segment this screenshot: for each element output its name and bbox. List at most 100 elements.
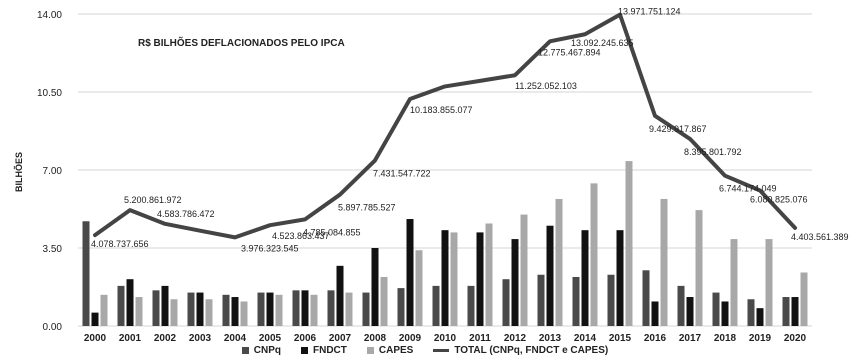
x-tick-label: 2018 bbox=[714, 333, 737, 344]
bar-fndct-2003 bbox=[196, 292, 204, 326]
bar-fndct-2014 bbox=[581, 230, 589, 326]
bar-fndct-2013 bbox=[546, 225, 554, 326]
bar-capes-2012 bbox=[520, 214, 528, 326]
bar-fndct-2006 bbox=[301, 290, 309, 326]
bar-capes-2008 bbox=[380, 276, 388, 326]
bar-fndct-2012 bbox=[511, 239, 519, 326]
bar-cnpq-2006 bbox=[292, 290, 300, 326]
bar-capes-2001 bbox=[135, 297, 143, 326]
bar-capes-2004 bbox=[240, 301, 248, 326]
x-tick-label: 2000 bbox=[84, 333, 107, 344]
x-tick-label: 2006 bbox=[294, 333, 317, 344]
x-tick-label: 2010 bbox=[434, 333, 457, 344]
total-data-label: 6.080.825.076 bbox=[750, 194, 808, 204]
bar-cnpq-2005 bbox=[257, 292, 265, 326]
x-tick-label: 2001 bbox=[119, 333, 142, 344]
total-data-label: 4.403.561.389 bbox=[791, 232, 849, 242]
x-tick-label: 2008 bbox=[364, 333, 387, 344]
legend-item-total: TOTAL (CNPq, FNDCT e CAPES) bbox=[433, 345, 608, 356]
y-tick-label: 0.00 bbox=[43, 322, 63, 333]
total-data-label: 8.395.801.792 bbox=[684, 147, 742, 157]
bar-cnpq-2003 bbox=[187, 292, 195, 326]
legend-swatch-capes bbox=[366, 347, 374, 354]
legend-swatch-fndct bbox=[300, 347, 308, 354]
bar-cnpq-2019 bbox=[747, 299, 755, 326]
bar-capes-2011 bbox=[485, 223, 493, 326]
bar-capes-2013 bbox=[555, 198, 563, 326]
y-axis-label: BILHÕES bbox=[14, 152, 24, 192]
chart-title: R$ BILHÕES DEFLACIONADOS PELO IPCA bbox=[138, 36, 345, 49]
legend-label-fndct: FNDCT bbox=[312, 345, 347, 356]
bar-fndct-2018 bbox=[721, 301, 729, 326]
bar-cnpq-2012 bbox=[502, 279, 510, 326]
bar-fndct-2010 bbox=[441, 230, 449, 326]
total-data-label: 11.252.052.103 bbox=[515, 81, 577, 91]
total-data-label: 6.744.174.049 bbox=[719, 184, 777, 194]
bar-capes-2006 bbox=[310, 294, 318, 326]
y-tick-labels: 0.00 3.50 7.00 10.50 14.00 bbox=[37, 10, 62, 333]
bar-fndct-2017 bbox=[686, 297, 694, 326]
bar-capes-2016 bbox=[660, 198, 668, 326]
bar-capes-2020 bbox=[800, 272, 808, 326]
bar-cnpq-2014 bbox=[572, 276, 580, 326]
x-tick-label: 2019 bbox=[749, 333, 772, 344]
bar-capes-2015 bbox=[625, 161, 633, 326]
x-tick-label: 2020 bbox=[784, 333, 807, 344]
bar-cnpq-2007 bbox=[327, 290, 335, 326]
total-data-label: 4.785.084.855 bbox=[303, 227, 361, 237]
x-tick-label: 2002 bbox=[154, 333, 177, 344]
total-data-label: 13.092.245.635 bbox=[571, 38, 634, 48]
total-data-label: 5.200.861.972 bbox=[124, 195, 182, 205]
bar-capes-2002 bbox=[170, 299, 178, 326]
legend-swatch-cnpq bbox=[241, 347, 249, 354]
bar-cnpq-2018 bbox=[712, 292, 720, 326]
bar-fndct-2000 bbox=[91, 312, 99, 326]
total-data-label: 4.583.786.472 bbox=[157, 209, 215, 219]
legend-swatch-total bbox=[433, 349, 450, 352]
bar-fndct-2008 bbox=[371, 248, 379, 326]
y-tick-label: 14.00 bbox=[37, 10, 62, 21]
total-data-label: 7.431.547.722 bbox=[373, 168, 431, 178]
x-tick-labels: 2000 2001 2002 2003 2004 2005 2006 2007 2008 2009… bbox=[84, 333, 807, 344]
x-tick-label: 2015 bbox=[609, 333, 632, 344]
bar-fndct-2020 bbox=[791, 297, 799, 326]
total-data-label: 4.078.737.656 bbox=[91, 239, 149, 249]
bar-capes-2003 bbox=[205, 299, 213, 326]
x-tick-label: 2009 bbox=[399, 333, 422, 344]
bars bbox=[82, 161, 808, 326]
bar-capes-2007 bbox=[345, 292, 353, 326]
bar-capes-2019 bbox=[765, 239, 773, 326]
bar-cnpq-2017 bbox=[677, 285, 685, 326]
bar-capes-2018 bbox=[730, 239, 738, 326]
bar-fndct-2007 bbox=[336, 265, 344, 326]
total-data-label: 12.775.467.894 bbox=[538, 47, 601, 57]
total-data-label: 5.897.785.527 bbox=[338, 203, 396, 213]
total-line-path bbox=[93, 12, 797, 240]
x-tick-label: 2017 bbox=[679, 333, 702, 344]
bar-capes-2009 bbox=[415, 250, 423, 326]
x-tick-label: 2011 bbox=[469, 333, 491, 344]
x-tick-label: 2013 bbox=[539, 333, 562, 344]
total-data-label: 13.971.751.124 bbox=[618, 7, 681, 17]
total-line bbox=[93, 12, 797, 240]
bar-fndct-2005 bbox=[266, 292, 274, 326]
bar-fndct-2001 bbox=[126, 279, 134, 326]
bar-cnpq-2008 bbox=[362, 292, 370, 326]
bar-cnpq-2011 bbox=[467, 285, 475, 326]
x-tick-label: 2016 bbox=[644, 333, 667, 344]
legend-item-capes: CAPES bbox=[366, 345, 413, 356]
x-tick-label: 2004 bbox=[224, 333, 247, 344]
bar-cnpq-2010 bbox=[432, 285, 440, 326]
bar-fndct-2009 bbox=[406, 219, 414, 326]
bar-fndct-2004 bbox=[231, 297, 239, 326]
x-tick-label: 2012 bbox=[504, 333, 527, 344]
bar-capes-2005 bbox=[275, 294, 283, 326]
bar-capes-2000 bbox=[100, 294, 108, 326]
bar-cnpq-2020 bbox=[782, 297, 790, 326]
total-data-label: 4.523.863.437 bbox=[272, 231, 330, 241]
bar-fndct-2011 bbox=[476, 232, 484, 326]
bar-capes-2014 bbox=[590, 183, 598, 326]
bar-cnpq-2016 bbox=[642, 270, 650, 326]
legend-label-total: TOTAL (CNPq, FNDCT e CAPES) bbox=[454, 345, 609, 356]
